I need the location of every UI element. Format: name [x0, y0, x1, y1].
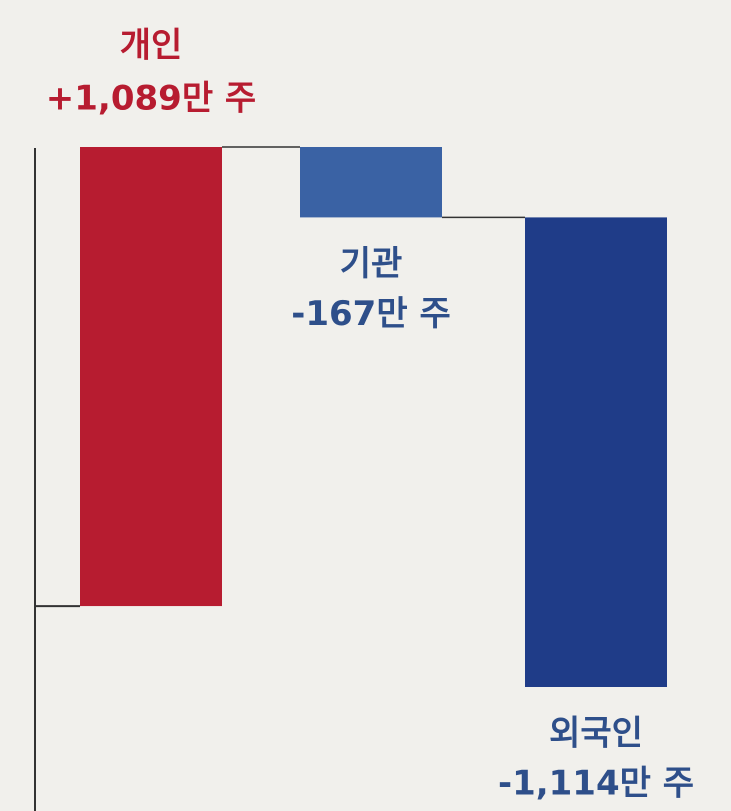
value-label: +1,089만 주 [46, 79, 256, 119]
bar [525, 217, 667, 687]
category-label: 개인 [120, 26, 183, 66]
value-label: -167만 주 [291, 294, 450, 334]
bar [300, 147, 442, 218]
value-label: -1,114만 주 [498, 764, 694, 804]
category-label: 외국인 [549, 714, 643, 754]
category-label: 기관 [340, 244, 403, 284]
bar [80, 147, 222, 607]
